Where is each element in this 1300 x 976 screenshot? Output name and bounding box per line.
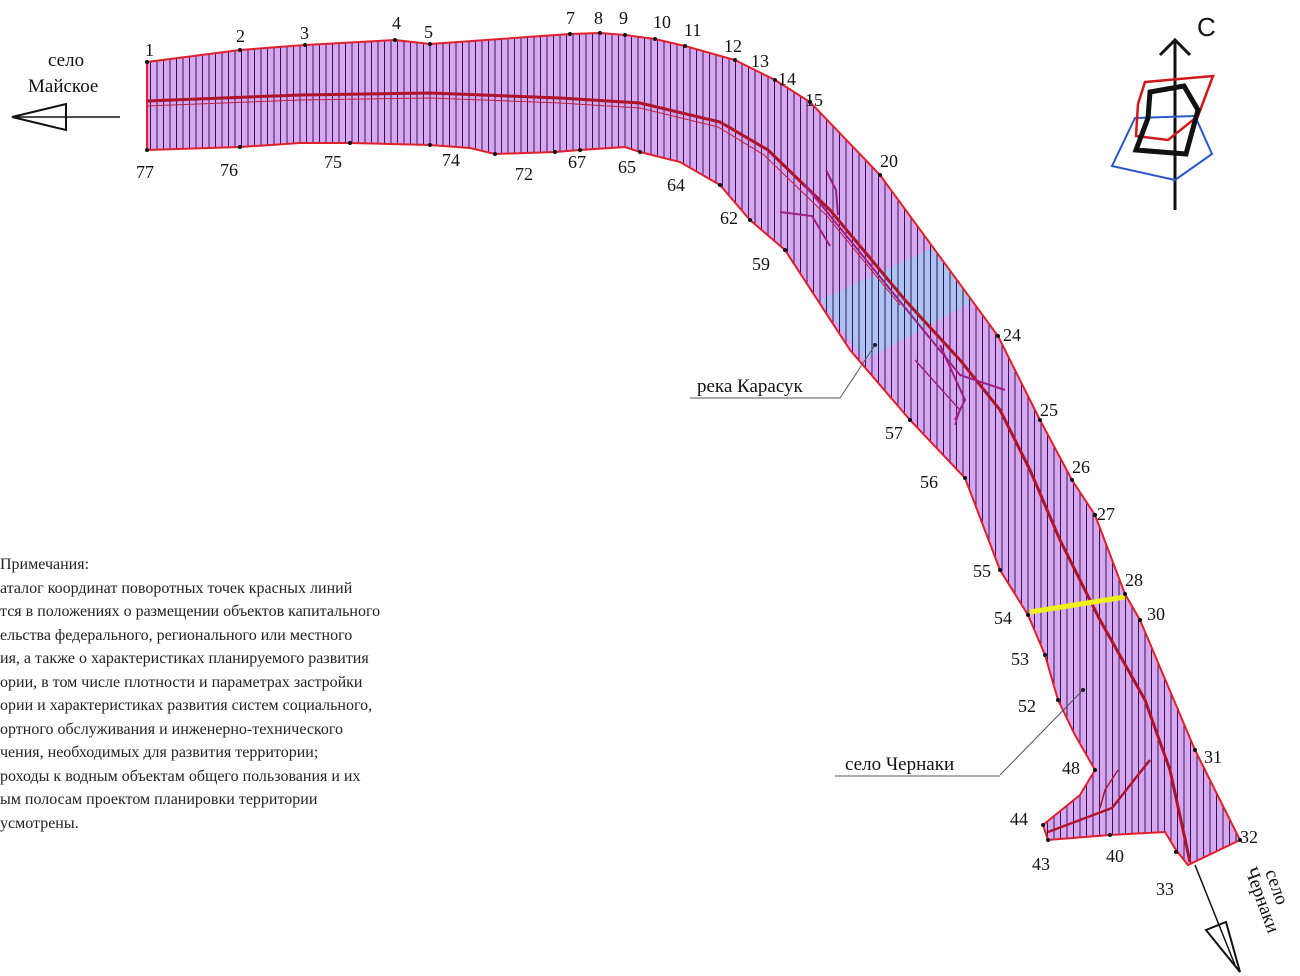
wind-rose-red bbox=[1134, 74, 1215, 142]
point-label: 62 bbox=[720, 208, 738, 228]
notes-line: ории и характеристиках развития систем с… bbox=[0, 697, 373, 714]
notes-line: ории, в том числе плотности и параметрах… bbox=[0, 673, 363, 691]
notes-heading: Примечания: bbox=[0, 556, 90, 573]
turning-points bbox=[145, 31, 1242, 854]
point-label: 24 bbox=[1003, 325, 1021, 345]
point-label: 8 bbox=[594, 8, 603, 28]
point-label: 74 bbox=[442, 150, 460, 170]
notes-line: ортного обслуживания и инженерно-техниче… bbox=[0, 720, 344, 738]
point-label: 40 bbox=[1106, 846, 1124, 866]
point-label: 57 bbox=[885, 423, 903, 443]
road-centerline bbox=[146, 91, 1192, 863]
point-label: 10 bbox=[653, 12, 671, 32]
point-label: 67 bbox=[568, 152, 586, 172]
side-road-5 bbox=[914, 359, 961, 426]
point-label: 32 bbox=[1240, 827, 1258, 847]
point-label: 3 bbox=[300, 23, 309, 43]
point-label: 30 bbox=[1147, 604, 1165, 624]
notes-line: ельства федерального, регионального или … bbox=[0, 626, 353, 644]
notes-line: аталог координат поворотных точек красны… bbox=[0, 579, 353, 597]
direction-mayskoe: село Майское bbox=[11, 50, 120, 132]
point-label: 13 bbox=[751, 51, 769, 71]
point-label: 48 bbox=[1062, 758, 1080, 778]
point-label: 2 bbox=[236, 26, 245, 46]
hatched-zone-1 bbox=[780, 155, 880, 255]
village-name: село Чернаки bbox=[845, 754, 954, 775]
notes-line: ия, а также о характеристиках планируемо… bbox=[0, 650, 369, 667]
point-label: 31 bbox=[1204, 747, 1222, 767]
point-label: 72 bbox=[515, 164, 533, 184]
point-label: 64 bbox=[667, 175, 685, 195]
point-label: 12 bbox=[724, 36, 742, 56]
road-edge bbox=[146, 97, 901, 306]
point-label: 9 bbox=[619, 8, 628, 28]
point-label: 54 bbox=[994, 608, 1012, 628]
notes-block: Примечания: аталог координат поворотных … bbox=[0, 553, 560, 835]
point-label: 75 bbox=[324, 152, 342, 172]
point-label: 7 bbox=[566, 8, 575, 28]
wind-rose-blue bbox=[1110, 114, 1214, 182]
point-label: 27 bbox=[1097, 504, 1115, 524]
point-label: 59 bbox=[752, 254, 770, 274]
point-label: 5 bbox=[424, 22, 433, 42]
point-label: 28 bbox=[1125, 570, 1143, 590]
point-label: 15 bbox=[805, 90, 823, 110]
point-label: 25 bbox=[1040, 400, 1058, 420]
bridge-marker bbox=[1029, 594, 1126, 615]
point-label: 33 bbox=[1156, 879, 1174, 899]
direction-chernaki: село Чернаки bbox=[1194, 865, 1292, 973]
notes-line: ым полосам проектом планировки территори… bbox=[0, 791, 318, 808]
point-label: 55 bbox=[973, 561, 991, 581]
place-mayskoe-line2: Майское bbox=[28, 76, 98, 97]
point-label: 53 bbox=[1011, 649, 1029, 669]
side-road-1 bbox=[779, 211, 831, 247]
notes-line: чения, необходимых для развития территор… bbox=[0, 744, 319, 761]
point-label: 56 bbox=[920, 472, 938, 492]
river-name: река Карасук bbox=[697, 376, 804, 397]
village-label: село Чернаки bbox=[835, 689, 1084, 777]
notes-line: тся в положениях о размещении объектов к… bbox=[0, 603, 381, 620]
river-label: река Карасук bbox=[690, 344, 876, 399]
village-road-2 bbox=[1099, 769, 1119, 809]
point-label: 4 bbox=[392, 13, 401, 33]
point-label: 26 bbox=[1072, 457, 1090, 477]
north-letter: С bbox=[1197, 12, 1216, 42]
point-label: 44 bbox=[1010, 809, 1028, 829]
point-label: 77 bbox=[136, 162, 154, 182]
point-label: 65 bbox=[618, 157, 636, 177]
north-arrow: С bbox=[1110, 12, 1216, 210]
point-label: 11 bbox=[684, 20, 701, 40]
point-label: 52 bbox=[1018, 696, 1036, 716]
wind-rose-black bbox=[1132, 83, 1201, 157]
notes-line: роходы к водным объектам общего пользова… bbox=[0, 767, 361, 785]
point-label: 43 bbox=[1032, 854, 1050, 874]
point-label: 1 bbox=[145, 40, 154, 60]
notes-line: усмотрены. bbox=[0, 814, 79, 832]
point-label: 20 bbox=[880, 151, 898, 171]
village-road-1 bbox=[1047, 759, 1151, 834]
side-road-3 bbox=[804, 184, 1006, 391]
point-label: 76 bbox=[220, 160, 238, 180]
point-label: 14 bbox=[778, 69, 796, 89]
corridor-boundary bbox=[146, 31, 1242, 867]
side-road-2 bbox=[825, 169, 839, 216]
place-mayskoe-line1: село bbox=[48, 50, 84, 71]
point-labels: 1 2 3 4 5 7 8 9 10 11 12 13 14 15 20 24 … bbox=[136, 8, 1258, 899]
